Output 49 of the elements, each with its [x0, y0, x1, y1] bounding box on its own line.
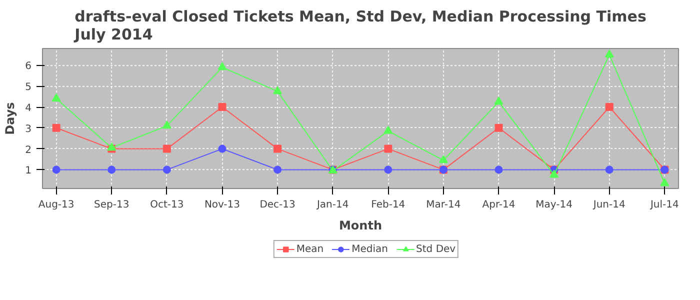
y-tick-label: 6 [25, 61, 32, 72]
x-tick-label: Aug-13 [38, 200, 74, 210]
legend-label: Mean [296, 243, 324, 255]
y-tick-label: 1 [25, 166, 32, 177]
legend-label: Std Dev [416, 243, 456, 255]
x-tick-label: Oct-13 [150, 200, 184, 210]
point [660, 178, 670, 186]
point [218, 144, 226, 153]
point [605, 166, 614, 174]
y-tick-label: 5 [25, 82, 32, 94]
point [384, 166, 392, 174]
point [494, 124, 503, 132]
point [494, 166, 503, 174]
point [162, 166, 171, 174]
point [218, 103, 226, 112]
x-tick-label: May-14 [536, 200, 572, 210]
point [274, 144, 282, 153]
x-tick-label: Sep-13 [94, 200, 130, 210]
point [604, 50, 614, 58]
y-axis-title: Days [3, 102, 18, 135]
point [438, 155, 448, 164]
x-axis-title: Month [338, 218, 382, 232]
y-tick-label: 3 [25, 124, 32, 135]
point [550, 170, 559, 178]
x-tick-label: Jul-14 [649, 200, 679, 210]
x-tick-label: Dec-13 [260, 200, 296, 210]
x-tick-label: Jan-14 [316, 200, 349, 210]
point [384, 126, 393, 134]
point [52, 124, 60, 132]
point [162, 144, 171, 153]
chart-title: drafts-eval Closed Tickets Mean, Std Dev, Median Processing Times July 2014 [74, 8, 646, 44]
point [274, 166, 282, 174]
point [494, 96, 504, 105]
point [384, 144, 392, 153]
x-tick-label: Apr-14 [482, 200, 516, 210]
x-tick-label: Feb-14 [371, 200, 406, 210]
y-tick-label: 2 [25, 144, 32, 156]
legend-label: Median [352, 243, 388, 255]
point [218, 62, 227, 70]
point [162, 120, 172, 129]
point [273, 86, 282, 94]
point [605, 103, 614, 112]
point [108, 166, 116, 174]
point [52, 166, 60, 174]
point [52, 94, 61, 102]
x-tick-label: Mar-14 [426, 200, 461, 210]
y-tick-label: 4 [25, 103, 32, 114]
x-tick-label: Nov-13 [204, 200, 240, 210]
x-tick-label: Jun-14 [592, 200, 626, 210]
